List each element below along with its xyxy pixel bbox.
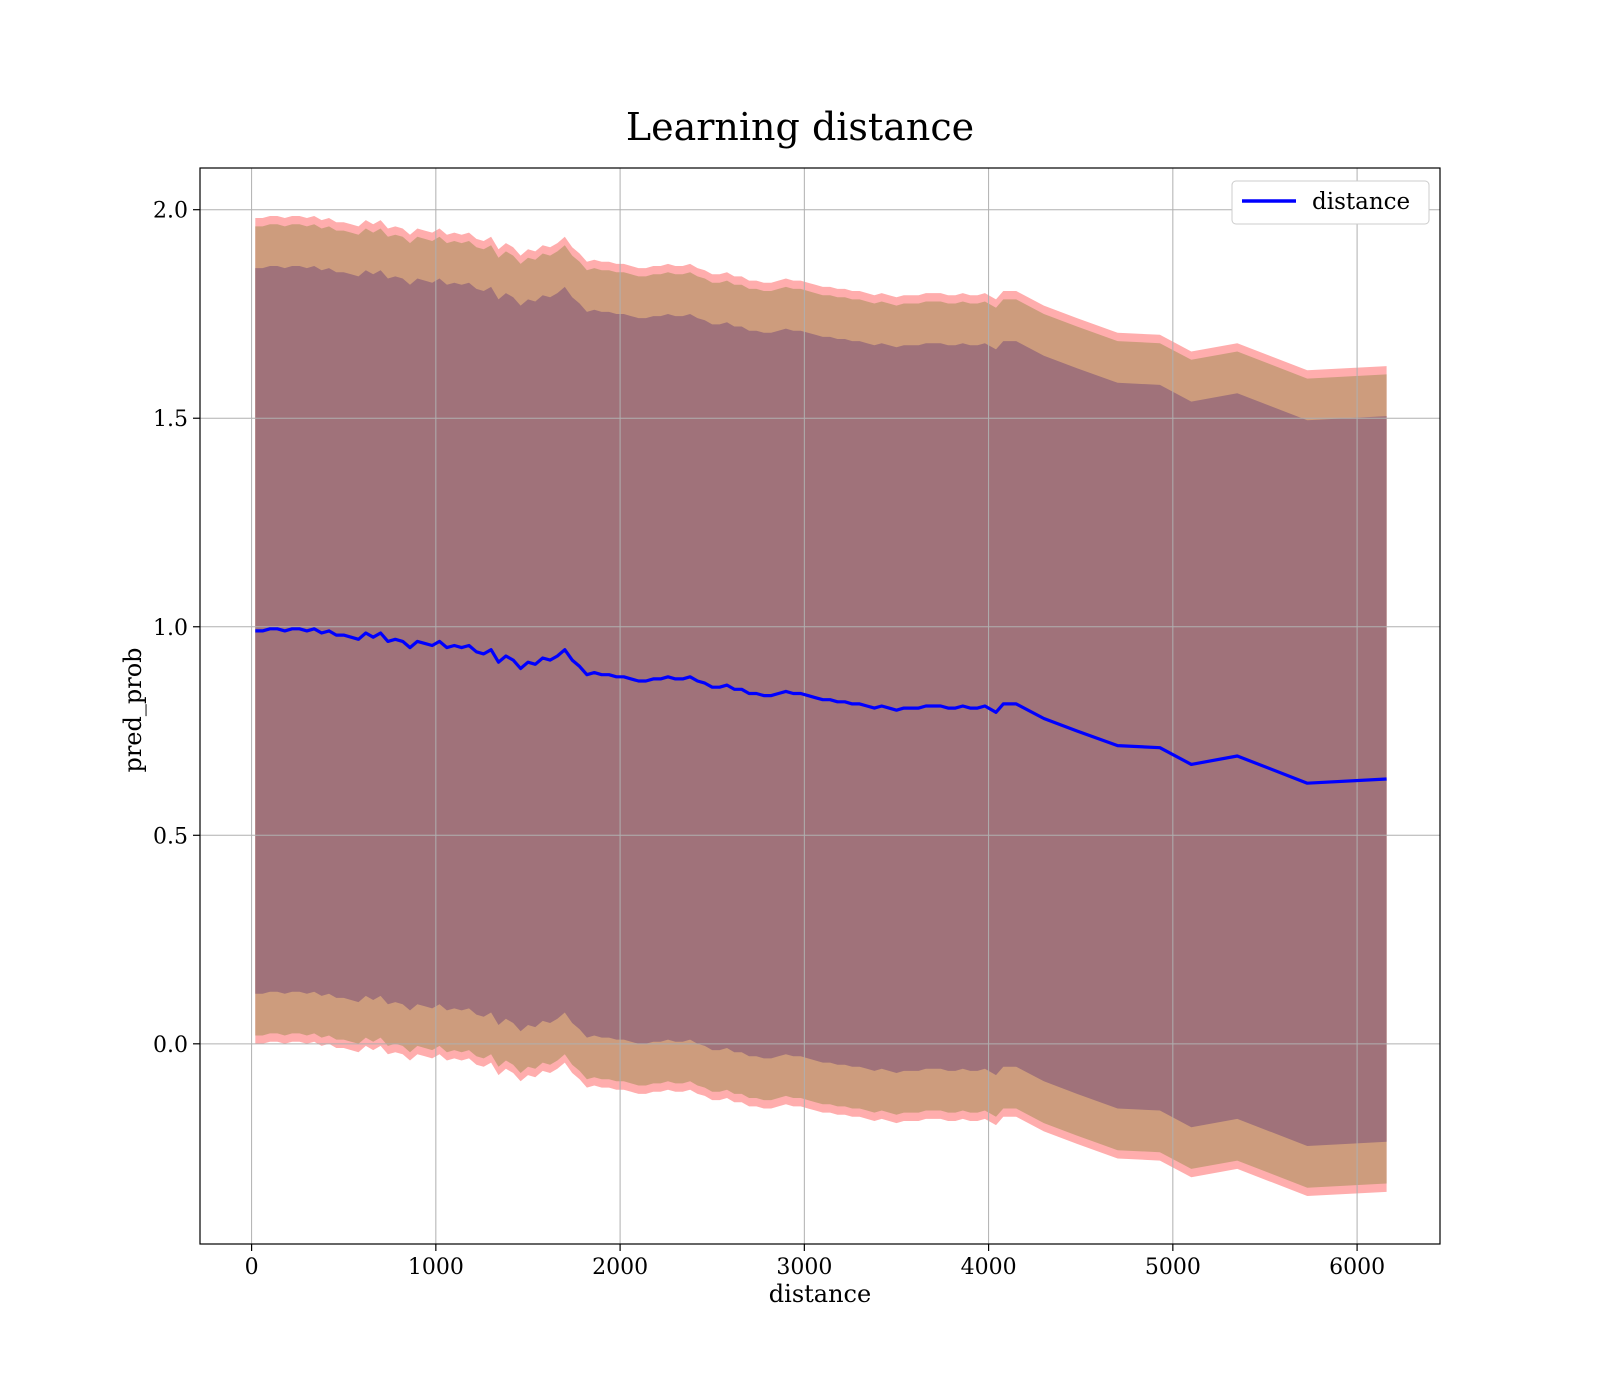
y-tick-label-3: 1.5 — [153, 407, 188, 432]
y-tick-label-2: 1.0 — [153, 616, 188, 641]
y-tick-label-0: 0.0 — [153, 1033, 188, 1058]
x-axis-ticks: 0 1000 2000 3000 4000 5000 6000 — [245, 1244, 1385, 1280]
x-axis-label: distance — [769, 1280, 871, 1308]
legend-box — [1231, 180, 1430, 225]
y-axis-label: pred_prob — [119, 647, 147, 772]
plot-area-frame — [199, 167, 1441, 1245]
y-tick-label-4: 2.0 — [153, 199, 188, 224]
x-tick-label-4: 4000 — [961, 1255, 1017, 1280]
chart-title: Learning distance — [626, 105, 974, 149]
confidence-bands — [255, 216, 1387, 1196]
x-tick-label-1: 1000 — [408, 1255, 464, 1280]
x-tick-label-3: 3000 — [776, 1255, 832, 1280]
y-tick-label-1: 0.5 — [153, 824, 188, 849]
x-tick-label-2: 2000 — [592, 1255, 648, 1280]
x-tick-label-0: 0 — [245, 1255, 259, 1280]
y-axis-ticks: 0.0 0.5 1.0 1.5 2.0 — [153, 199, 200, 1058]
series-line-distance — [255, 627, 1387, 785]
legend: distance — [1231, 180, 1430, 225]
legend-label-distance: distance — [1312, 189, 1410, 215]
series-lines — [255, 627, 1387, 785]
x-tick-label-5: 5000 — [1145, 1255, 1201, 1280]
x-tick-label-6: 6000 — [1329, 1255, 1385, 1280]
grid-lines — [200, 168, 1440, 1244]
confidence-band-2 — [255, 266, 1387, 1146]
